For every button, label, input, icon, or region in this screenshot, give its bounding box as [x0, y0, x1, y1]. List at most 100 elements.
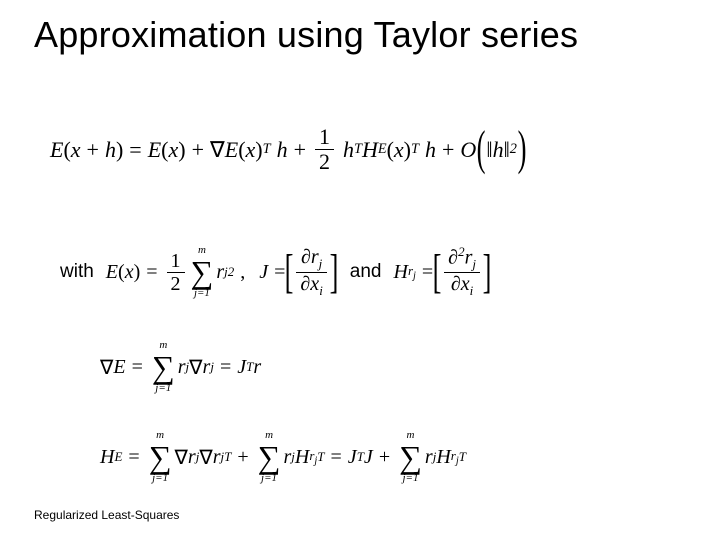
sym-J: J — [259, 261, 268, 284]
dx: ∂x — [300, 273, 319, 295]
big-rbracket: ] — [329, 253, 338, 291]
rparen: ) — [404, 137, 411, 163]
sub-i: i — [319, 283, 323, 298]
sup-2: 2 — [228, 264, 235, 280]
sym-h: h — [343, 137, 354, 163]
op-eq: = — [128, 446, 139, 469]
sym-x: x — [394, 137, 404, 163]
dx: ∂x — [451, 273, 470, 295]
sub-j: j — [319, 256, 323, 271]
sym-nabla: ∇ — [100, 355, 113, 380]
sup-T: T — [354, 141, 362, 158]
sum-operator: m ∑ j=1 — [191, 245, 214, 299]
frac-hessian: ∂2rj ∂xi — [444, 245, 480, 298]
sym-nabla: ∇ — [175, 445, 188, 470]
den: 2 — [167, 273, 185, 295]
sub-j: j — [413, 270, 416, 281]
rparen: ) — [178, 137, 185, 163]
rparen: ) — [134, 261, 141, 284]
sym-h: h — [105, 137, 116, 163]
sub-i: i — [470, 283, 474, 298]
op-eq: = — [220, 356, 231, 379]
comma: , — [240, 261, 245, 284]
sym-r: r — [188, 446, 196, 469]
big-rparen: ) — [518, 130, 527, 169]
lparen: ( — [161, 137, 168, 163]
sub-j: j — [210, 359, 214, 375]
rparen: ) — [255, 137, 262, 163]
den: 2 — [315, 150, 334, 174]
op-eq: = — [331, 446, 342, 469]
word-and: and — [350, 261, 382, 283]
sum-lower: j=1 — [403, 473, 419, 484]
sum-lower: j=1 — [152, 473, 168, 484]
big-lbracket: [ — [433, 253, 442, 291]
lparen: ( — [238, 137, 245, 163]
sym-h: h — [425, 137, 436, 163]
slide: Approximation using Taylor series E ( x … — [0, 0, 720, 540]
sym-x: x — [125, 261, 134, 284]
sym-h: h — [277, 137, 288, 163]
frac-half: 1 2 — [315, 125, 334, 174]
sum-lower: j=1 — [155, 383, 171, 394]
sym-E: E — [50, 137, 63, 163]
op-eq: = — [132, 356, 143, 379]
sup-T: T — [459, 449, 466, 465]
sup-T: T — [246, 359, 253, 375]
num: 1 — [167, 250, 185, 272]
sym-E: E — [148, 137, 161, 163]
sum-lower: j=1 — [261, 473, 277, 484]
sup-T: T — [357, 449, 364, 465]
rparen: ) — [116, 137, 123, 163]
sym-r: r — [213, 446, 221, 469]
sum-operator: m ∑ j=1 — [149, 430, 172, 484]
sup-T: T — [263, 141, 271, 158]
op-plus: + — [237, 446, 248, 469]
sup-T: T — [411, 141, 419, 158]
sym-J: J — [364, 446, 373, 469]
equation-hessian: H E = m ∑ j=1 ∇ r j ∇ r j T + m ∑ j=1 — [100, 430, 720, 484]
word-with: with — [60, 261, 94, 283]
op-plus: + — [379, 446, 390, 469]
sym-nabla: ∇ — [199, 445, 212, 470]
sym-x: x — [246, 137, 256, 163]
big-rbracket: ] — [483, 253, 492, 291]
equation-taylor: E ( x + h ) = E ( x ) + ∇ E ( x ) T h — [50, 125, 690, 174]
sub-j: j — [472, 257, 476, 272]
op-plus: + — [87, 137, 99, 163]
sum-operator: m ∑ j=1 — [399, 430, 422, 484]
op-plus: + — [442, 137, 454, 163]
sym-x: x — [71, 137, 81, 163]
sym-J: J — [348, 446, 357, 469]
slide-footer: Regularized Least-Squares — [34, 508, 179, 522]
sum-operator: m ∑ j=1 — [258, 430, 281, 484]
op-eq: = — [146, 261, 157, 284]
sym-H: H — [295, 446, 309, 469]
sym-r: r — [178, 356, 186, 379]
sym-H: H — [394, 261, 408, 284]
sym-r: r — [425, 446, 433, 469]
slide-title: Approximation using Taylor series — [34, 14, 578, 56]
sup-2: 2 — [510, 141, 517, 158]
op-eq: = — [422, 261, 433, 284]
lparen: ( — [118, 261, 125, 284]
partial: ∂ — [448, 247, 458, 269]
sup-T: T — [224, 449, 231, 465]
sym-x: x — [169, 137, 179, 163]
num: 1 — [315, 125, 334, 149]
frac-jacobian: ∂rj ∂xi — [296, 246, 326, 298]
sym-E: E — [113, 356, 125, 379]
sum-lower: j=1 — [194, 288, 210, 299]
sym-H: H — [436, 446, 450, 469]
sym-E: E — [106, 261, 118, 284]
equation-gradient: ∇ E = m ∑ j=1 r j ∇ r j = J T r — [100, 340, 720, 394]
op-plus: + — [294, 137, 306, 163]
sym-nabla: ∇ — [210, 137, 225, 163]
sym-r: r — [253, 356, 261, 379]
big-lbracket: [ — [285, 253, 294, 291]
sym-h: h — [493, 137, 504, 163]
dr: ∂r — [301, 246, 319, 268]
lparen: ( — [63, 137, 70, 163]
equation-definitions: with E ( x ) = 1 2 m ∑ j=1 r j 2 , — [60, 245, 700, 299]
sym-H: H — [362, 137, 378, 163]
